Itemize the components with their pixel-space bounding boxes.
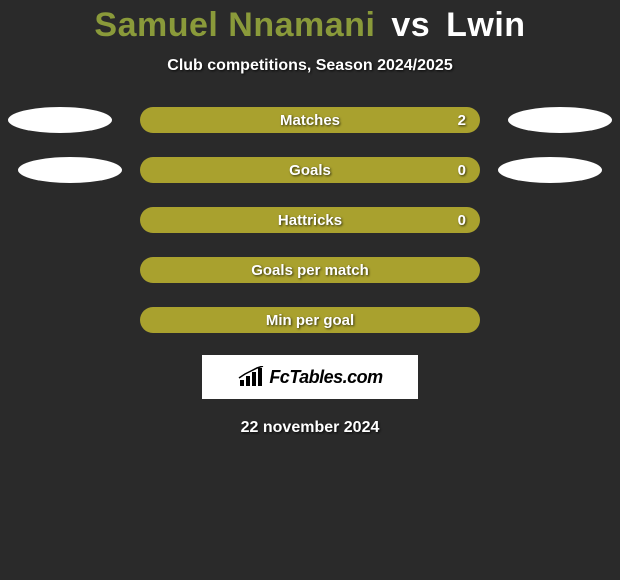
subtitle: Club competitions, Season 2024/2025 [167, 57, 452, 75]
stat-value: 0 [458, 162, 466, 179]
player1-name: Samuel Nnamani [94, 6, 375, 44]
brand-badge: FcTables.com [202, 355, 418, 399]
ellipse-right-icon [508, 107, 612, 133]
stat-bar: Goals 0 [140, 157, 480, 183]
stat-bar: Goals per match [140, 257, 480, 283]
stat-row-min-per-goal: Min per goal [0, 307, 620, 333]
stat-bar: Hattricks 0 [140, 207, 480, 233]
brand-text: FcTables.com [269, 367, 382, 388]
date-text: 22 november 2024 [241, 419, 380, 437]
stat-row-goals: Goals 0 [0, 157, 620, 183]
ellipse-left-icon [18, 157, 122, 183]
stat-row-hattricks: Hattricks 0 [0, 207, 620, 233]
chart-icon [237, 366, 265, 388]
stat-bar: Min per goal [140, 307, 480, 333]
stat-label: Hattricks [278, 212, 342, 229]
stat-row-goals-per-match: Goals per match [0, 257, 620, 283]
stat-row-matches: Matches 2 [0, 107, 620, 133]
comparison-infographic: Samuel Nnamani vs Lwin Club competitions… [0, 0, 620, 437]
player2-name: Lwin [446, 6, 525, 44]
stat-value: 2 [458, 112, 466, 129]
stat-label: Matches [280, 112, 340, 129]
stat-label: Min per goal [266, 312, 354, 329]
stat-label: Goals [289, 162, 331, 179]
ellipse-right-icon [498, 157, 602, 183]
stat-value: 0 [458, 212, 466, 229]
stat-bar: Matches 2 [140, 107, 480, 133]
stat-label: Goals per match [251, 262, 369, 279]
stat-rows: Matches 2 Goals 0 Hattricks 0 Goals per … [0, 107, 620, 333]
vs-text: vs [391, 6, 430, 44]
page-title: Samuel Nnamani vs Lwin [94, 6, 525, 45]
ellipse-left-icon [8, 107, 112, 133]
